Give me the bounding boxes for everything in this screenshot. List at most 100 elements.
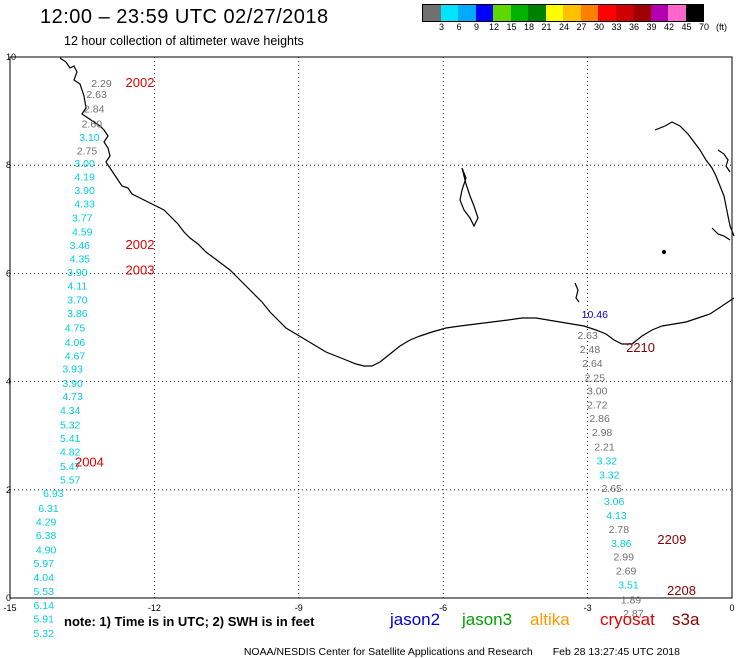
map-frame: [9, 56, 733, 599]
wave-height-value: 2.86: [589, 413, 610, 425]
wave-height-value: 3.90: [74, 185, 95, 197]
wave-height-value: 2.63: [86, 89, 107, 101]
wave-height-value: 6.93: [43, 488, 64, 500]
wave-height-value: 5.97: [33, 558, 54, 570]
y-tick-label: 10: [6, 52, 16, 62]
wave-height-value: 3.86: [611, 538, 632, 550]
scale-label: 12: [488, 22, 500, 32]
wave-height-value: 2.84: [84, 104, 105, 116]
wave-height-value: 4.04: [33, 572, 54, 584]
y-tick-label: 2: [6, 485, 11, 495]
wave-height-value: 2.99: [613, 552, 634, 564]
y-tick-label: 8: [6, 160, 11, 170]
scale-label: 70: [698, 22, 710, 32]
footer-timestamp: Feb 28 13:27:45 UTC 2018: [552, 646, 680, 658]
wave-height-value: 3.90: [62, 378, 83, 390]
wave-height-value: 4.34: [60, 405, 81, 417]
wave-height-value: 10.46: [582, 309, 608, 321]
scale-label: 3: [438, 22, 445, 32]
pass-time-label: 2209: [657, 532, 686, 547]
wave-height-value: 3.46: [70, 240, 91, 252]
wave-height-value: 4.59: [72, 227, 93, 239]
wave-height-value: 2.48: [580, 344, 601, 356]
pass-time-label: 2208: [667, 583, 696, 598]
coastline-fragment: [717, 149, 731, 173]
wave-height-value: 5.41: [60, 433, 81, 445]
pass-time-label: 2003: [126, 262, 155, 277]
lake-volta: [459, 167, 479, 228]
wave-height-value: 5.57: [60, 474, 81, 486]
wave-height-value: 3.90: [67, 267, 88, 279]
scale-swatch: [598, 5, 616, 21]
scale-swatch: [650, 5, 668, 21]
pass-time-label: 2004: [75, 455, 104, 470]
coast-point: [661, 249, 667, 255]
y-tick-label: 4: [6, 377, 11, 387]
scale-label: 45: [681, 22, 692, 32]
coastline-niger-delta: [654, 121, 735, 237]
footer-credit: NOAA/NESDIS Center for Satellite Applica…: [243, 646, 533, 658]
scale-label: 27: [576, 22, 587, 32]
lat-lon-grid: -15 -12 -9 -6 -3 0 0 2 4 6 8 10: [3, 52, 734, 613]
wave-height-value: 2.29: [91, 78, 112, 90]
wave-height-value: 6.14: [33, 600, 54, 612]
wave-height-value: 3.06: [604, 496, 625, 508]
wave-height-value: 2.87: [623, 608, 644, 620]
scale-label: 30: [593, 22, 605, 32]
wave-height-value: 3.51: [618, 579, 639, 591]
scale-swatch: [580, 5, 598, 21]
y-tick-label: 6: [6, 268, 11, 278]
wave-height-value: 2.72: [587, 400, 608, 412]
scale-label: 9: [473, 22, 480, 32]
scale-label: 42: [663, 22, 675, 32]
wave-height-value: 2.64: [582, 358, 603, 370]
wave-height-value: 3.00: [74, 158, 95, 170]
y-tick-label: 0: [6, 593, 11, 603]
wave-height-value: 3.70: [67, 295, 88, 307]
wave-height-value: 5.47: [60, 461, 81, 473]
coastline: [59, 57, 735, 367]
pass-time-label: 2210: [626, 340, 655, 355]
wave-height-value: 6.31: [38, 503, 59, 515]
scale-swatch: [633, 5, 651, 21]
x-tick-label: -6: [439, 603, 447, 613]
wave-height-value: 4.75: [65, 322, 86, 334]
scale-swatch: [440, 5, 458, 21]
scale-swatch: [668, 5, 686, 21]
wave-height-value: 4.35: [70, 254, 91, 266]
wave-height-value: 3.32: [597, 455, 618, 467]
wave-height-value: 4.06: [65, 337, 86, 349]
wave-height-value: 3.86: [67, 308, 88, 320]
island-fragment: [574, 282, 580, 303]
legend-jason3: jason3: [462, 610, 513, 629]
x-tick-label: -12: [148, 603, 161, 613]
scale-swatch: [475, 5, 493, 21]
wave-height-value: 5.53: [33, 586, 54, 598]
scale-label: 6: [456, 22, 462, 32]
x-tick-label: 0: [729, 603, 734, 613]
scale-label: 15: [506, 22, 517, 32]
wave-height-value: 2.69: [616, 566, 637, 578]
legend-note: note: 1) Time is in UTC; 2) SWH is in fe…: [64, 614, 315, 629]
wave-height-value: 3.00: [587, 386, 608, 398]
pass-time-label: 2002: [126, 237, 155, 252]
scale-label: 36: [628, 22, 640, 32]
scale-swatch: [423, 5, 441, 21]
scale-swatch: [458, 5, 476, 21]
wave-height-value: 2.65: [601, 483, 622, 495]
wave-height-value: 2.75: [77, 145, 98, 157]
x-tick-label: -15: [3, 603, 16, 613]
legend-cryosat: cryosat: [600, 610, 655, 629]
wave-height-value: 2.25: [585, 373, 606, 385]
wave-height-value: 5.32: [60, 420, 81, 432]
wave-height-value: 3.93: [62, 363, 83, 375]
wave-height-value: 4.82: [60, 447, 81, 459]
scale-label: 39: [646, 22, 657, 32]
wave-height-value: 4.73: [62, 391, 83, 403]
wave-height-value: 2.21: [594, 441, 615, 453]
page-subtitle: 12 hour collection of altimeter wave hei…: [64, 34, 304, 48]
x-tick-label: -9: [295, 603, 303, 613]
scale-swatch: [545, 5, 563, 21]
wave-height-value: 3.77: [72, 212, 93, 224]
